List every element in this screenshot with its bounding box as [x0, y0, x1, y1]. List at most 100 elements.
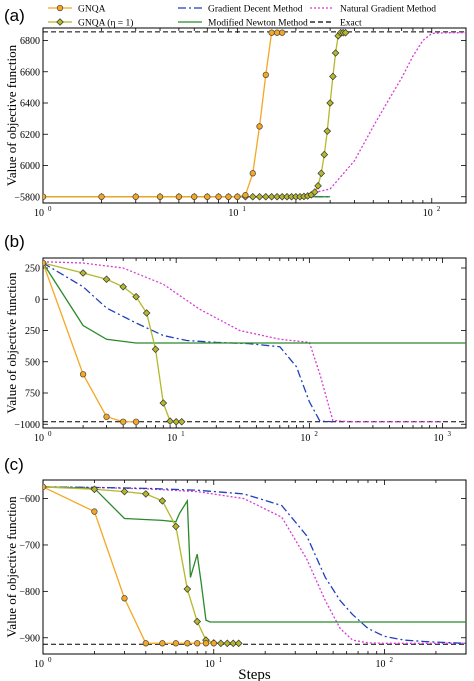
x-tick-label: 10: [167, 433, 177, 444]
x-tick-label: 10: [423, 208, 433, 219]
panel-a: 10 0 10 1 10 2 −5800 6000 6200 6400 6600 6800 (a) Val…: [4, 6, 467, 219]
y-tick-label: 0: [35, 295, 40, 306]
x-tick-label-exponent: 3: [448, 430, 452, 438]
y-tick-label: 750: [25, 389, 40, 400]
y-tick-label: −700: [19, 540, 40, 551]
data-point: [132, 292, 140, 301]
data-point: [183, 585, 192, 593]
data-point: [121, 595, 128, 602]
data-point: [217, 639, 225, 648]
x-tick-label-exponent: 2: [390, 656, 394, 664]
x-tick-label: 10: [34, 659, 44, 670]
data-point: [234, 639, 243, 648]
series-line: [43, 486, 466, 644]
x-tick-label-exponent: 0: [48, 656, 52, 664]
data-point: [329, 72, 337, 81]
data-point: [158, 497, 167, 505]
series-group: [43, 259, 466, 426]
data-point: [91, 508, 98, 515]
x-tick-label-exponent: 0: [48, 205, 52, 213]
series-line: [43, 262, 466, 344]
data-point: [177, 417, 186, 426]
data-point: [142, 640, 149, 647]
y-tick-label: 6400: [20, 99, 40, 110]
data-point: [326, 99, 334, 107]
legend-entry: Exact: [340, 19, 362, 29]
data-point: [261, 192, 270, 201]
data-point: [79, 269, 87, 277]
y-tick-label: −800: [19, 587, 40, 598]
y-axis-label: Value of objective function: [4, 272, 19, 414]
data-point: [249, 170, 256, 177]
data-point: [262, 71, 269, 79]
data-point: [43, 259, 47, 267]
data-point: [314, 182, 322, 190]
data-point: [341, 28, 350, 37]
legend-entry: Natural Gradient Method: [340, 5, 436, 15]
series-group: [43, 483, 466, 648]
y-tick-label: 6600: [20, 67, 40, 78]
data-point: [267, 192, 276, 201]
y-axis-label: Value of objective function: [4, 496, 19, 638]
data-point: [159, 640, 166, 647]
data-point: [98, 193, 105, 200]
data-point: [151, 345, 160, 354]
data-point: [273, 29, 281, 36]
data-point: [90, 485, 99, 494]
y-tick-label: 6800: [20, 36, 40, 47]
data-point: [184, 640, 191, 647]
series-line: [43, 486, 466, 644]
data-point: [204, 193, 211, 200]
x-tick-label-exponent: 2: [314, 430, 318, 438]
data-point: [79, 371, 87, 378]
legend-entry: Gradient Decent Method: [208, 5, 303, 15]
series-line: [43, 486, 466, 623]
x-tick-label: 10: [34, 433, 44, 444]
y-tick-label: −900: [19, 633, 40, 644]
data-point: [102, 275, 111, 284]
series-group: [43, 28, 466, 201]
data-point: [229, 639, 238, 648]
data-point: [248, 192, 257, 201]
data-point: [166, 417, 174, 425]
data-point: [43, 483, 47, 491]
panel-label: (a): [4, 6, 25, 25]
y-tick-label: 6200: [20, 130, 40, 141]
x-tick-label-exponent: 1: [242, 205, 246, 213]
x-tick-label-exponent: 2: [437, 205, 441, 213]
x-tick-label-exponent: 0: [48, 430, 52, 438]
data-point: [215, 193, 222, 200]
series-line: [43, 32, 283, 198]
y-tick-label: 6000: [20, 161, 40, 172]
x-axis-label: Steps: [238, 667, 271, 681]
data-point: [159, 399, 168, 407]
data-point: [194, 640, 201, 647]
data-point: [103, 413, 110, 420]
data-point: [120, 418, 127, 425]
panel-label: (c): [4, 455, 24, 474]
plot-frame: [42, 479, 467, 655]
data-point: [172, 640, 180, 647]
data-point: [223, 639, 232, 648]
y-tick-label: −600: [19, 494, 40, 505]
data-point: [255, 192, 264, 201]
data-point: [210, 640, 217, 647]
data-point: [172, 522, 180, 531]
plot-frame: [42, 27, 467, 204]
legend: GNQA GNQA (η = 1) Gradient Decent Method Mo…: [48, 5, 436, 29]
data-point: [331, 49, 340, 57]
data-point: [132, 193, 139, 200]
series-line: [43, 486, 214, 644]
panel-label: (b): [4, 232, 25, 251]
data-point: [202, 640, 210, 647]
data-point: [142, 490, 150, 498]
legend-entry: Modified Newton Method: [208, 18, 308, 29]
data-point: [156, 193, 164, 200]
legend-entry: GNQA (η = 1): [78, 18, 133, 29]
series-line: [43, 261, 443, 423]
panel-c: 10 0 10 1 10 2 −600 −700 −800 −900 (c) Value of obj…: [4, 455, 467, 681]
data-point: [172, 417, 180, 426]
series-line: [43, 486, 239, 644]
data-point: [175, 193, 183, 200]
data-point: [242, 192, 249, 199]
